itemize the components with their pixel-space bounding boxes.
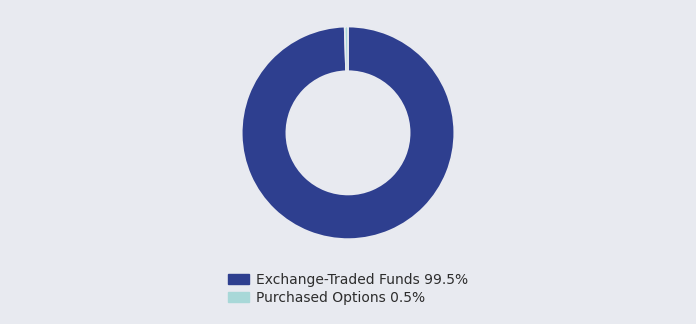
Wedge shape <box>242 27 454 239</box>
Wedge shape <box>345 27 348 71</box>
Legend: Exchange-Traded Funds 99.5%, Purchased Options 0.5%: Exchange-Traded Funds 99.5%, Purchased O… <box>223 267 473 311</box>
